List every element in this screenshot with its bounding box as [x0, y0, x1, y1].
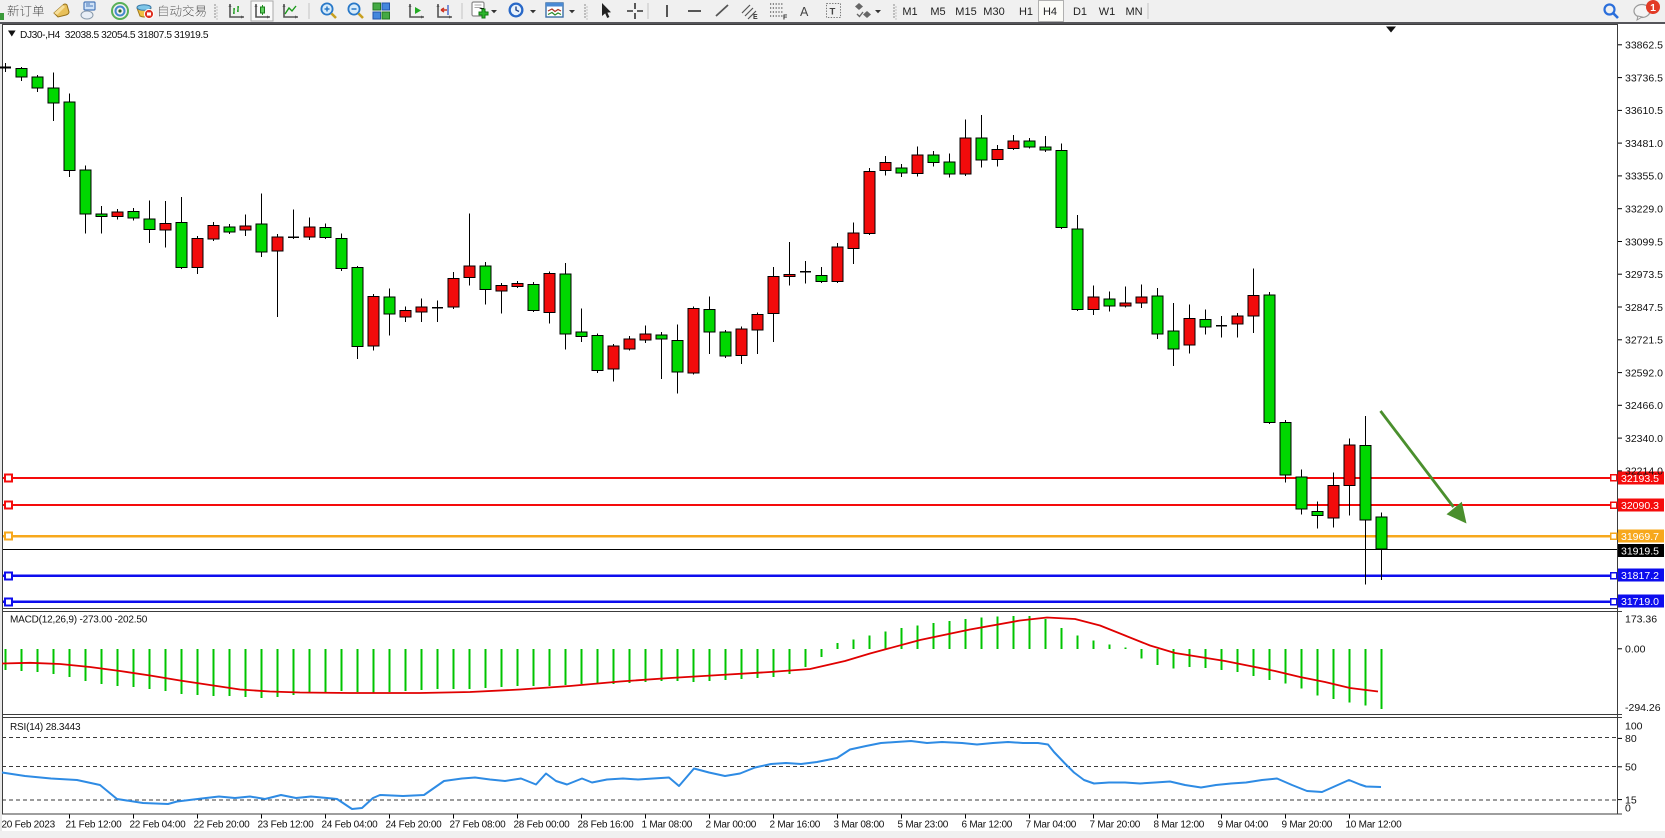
svg-text:32340.0: 32340.0 [1625, 433, 1663, 445]
svg-text:32193.5: 32193.5 [1621, 473, 1659, 485]
svg-text:33355.0: 33355.0 [1625, 171, 1663, 183]
svg-text:32847.5: 32847.5 [1625, 302, 1663, 314]
svg-text:W1: W1 [1099, 6, 1116, 18]
svg-text:T: T [830, 7, 836, 18]
svg-text:5 Mar 23:00: 5 Mar 23:00 [898, 820, 949, 831]
svg-text:31919.5: 31919.5 [1621, 545, 1659, 557]
svg-text:A: A [800, 5, 809, 19]
svg-text:9 Mar 20:00: 9 Mar 20:00 [1282, 820, 1333, 831]
svg-text:0.00: 0.00 [1625, 644, 1646, 656]
svg-text:8 Mar 12:00: 8 Mar 12:00 [1154, 820, 1205, 831]
svg-text:33229.0: 33229.0 [1625, 204, 1663, 216]
svg-text:31817.2: 31817.2 [1621, 570, 1659, 582]
svg-text:2 Mar 00:00: 2 Mar 00:00 [706, 820, 757, 831]
svg-text:28 Feb 16:00: 28 Feb 16:00 [578, 820, 635, 831]
svg-text:50: 50 [1625, 762, 1637, 774]
svg-text:10 Mar 12:00: 10 Mar 12:00 [1346, 820, 1403, 831]
svg-text:M5: M5 [930, 6, 945, 18]
svg-text:E: E [753, 14, 758, 21]
svg-text:21 Feb 12:00: 21 Feb 12:00 [66, 820, 123, 831]
svg-text:DJ30-,H4 32038.5 32054.5 3180: DJ30-,H4 32038.5 32054.5 31807.5 31919.5 [20, 30, 209, 41]
svg-text:80: 80 [1625, 733, 1637, 745]
svg-text:32973.5: 32973.5 [1625, 269, 1663, 281]
svg-text:1 Mar 08:00: 1 Mar 08:00 [642, 820, 693, 831]
svg-text:M30: M30 [983, 6, 1004, 18]
svg-text:31719.0: 31719.0 [1621, 596, 1659, 608]
svg-text:-294.26: -294.26 [1625, 702, 1661, 714]
svg-text:22 Feb 04:00: 22 Feb 04:00 [130, 820, 187, 831]
svg-text:22 Feb 20:00: 22 Feb 20:00 [194, 820, 251, 831]
svg-text:H4: H4 [1043, 6, 1057, 18]
svg-text:MN: MN [1125, 6, 1142, 18]
svg-text:32592.0: 32592.0 [1625, 367, 1663, 379]
svg-text:H1: H1 [1019, 6, 1033, 18]
svg-text:100: 100 [1625, 721, 1643, 733]
svg-text:D1: D1 [1073, 6, 1087, 18]
svg-text:24 Feb 20:00: 24 Feb 20:00 [386, 820, 443, 831]
svg-text:32466.0: 32466.0 [1625, 400, 1663, 412]
svg-text:23 Feb 12:00: 23 Feb 12:00 [258, 820, 315, 831]
svg-text:7 Mar 20:00: 7 Mar 20:00 [1090, 820, 1141, 831]
svg-text:28 Feb 00:00: 28 Feb 00:00 [514, 820, 571, 831]
svg-text:1: 1 [1650, 2, 1656, 14]
svg-text:15: 15 [1625, 794, 1637, 806]
svg-text:6 Mar 12:00: 6 Mar 12:00 [962, 820, 1013, 831]
svg-text:2 Mar 16:00: 2 Mar 16:00 [770, 820, 821, 831]
svg-text:24 Feb 04:00: 24 Feb 04:00 [322, 820, 379, 831]
svg-text:32214.0: 32214.0 [1625, 466, 1663, 478]
svg-text:33481.0: 33481.0 [1625, 138, 1663, 150]
svg-text:9 Mar 04:00: 9 Mar 04:00 [1218, 820, 1269, 831]
svg-text:33736.5: 33736.5 [1625, 72, 1663, 84]
svg-text:3 Mar 08:00: 3 Mar 08:00 [834, 820, 885, 831]
svg-text:0: 0 [1625, 803, 1631, 815]
svg-text:173.36: 173.36 [1625, 614, 1657, 626]
svg-text:32721.5: 32721.5 [1625, 335, 1663, 347]
svg-text:27 Feb 08:00: 27 Feb 08:00 [450, 820, 507, 831]
svg-text:7 Mar 04:00: 7 Mar 04:00 [1026, 820, 1077, 831]
svg-text:33099.5: 33099.5 [1625, 236, 1663, 248]
svg-text:MACD(12,26,9) -273.00 -202.50: MACD(12,26,9) -273.00 -202.50 [10, 615, 148, 626]
svg-text:33862.5: 33862.5 [1625, 40, 1663, 52]
svg-text:M15: M15 [955, 6, 976, 18]
svg-text:20 Feb 2023: 20 Feb 2023 [2, 820, 56, 831]
svg-text:RSI(14) 28.3443: RSI(14) 28.3443 [10, 722, 81, 733]
svg-text:31969.7: 31969.7 [1621, 531, 1659, 543]
svg-text:33610.5: 33610.5 [1625, 105, 1663, 117]
svg-text:M1: M1 [902, 6, 917, 18]
svg-text:32090.3: 32090.3 [1621, 500, 1659, 512]
svg-text:F: F [783, 15, 788, 22]
